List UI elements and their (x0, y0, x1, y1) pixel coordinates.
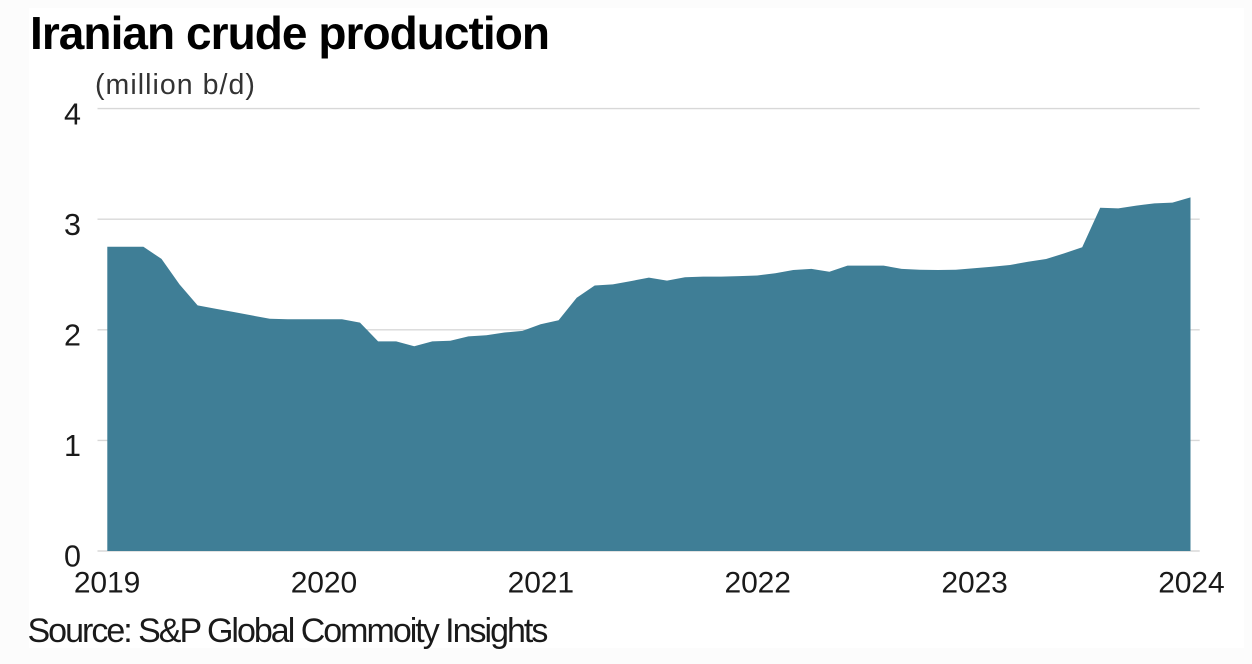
svg-text:2019: 2019 (74, 567, 140, 600)
svg-text:3: 3 (64, 208, 81, 242)
svg-text:2023: 2023 (941, 567, 1007, 600)
svg-text:0: 0 (64, 540, 81, 574)
svg-text:4: 4 (64, 97, 81, 131)
svg-text:Iranian crude production: Iranian crude production (30, 7, 549, 59)
svg-text:2022: 2022 (725, 567, 791, 600)
svg-text:1: 1 (64, 429, 81, 463)
svg-text:(million b/d): (million b/d) (95, 69, 256, 101)
svg-text:2021: 2021 (508, 567, 574, 600)
svg-text:2020: 2020 (291, 567, 357, 600)
svg-text:Source: S&P Global Commoity In: Source: S&P Global Commoity Insights (28, 612, 548, 650)
svg-text:2: 2 (64, 319, 81, 353)
svg-text:2024: 2024 (1158, 567, 1224, 600)
